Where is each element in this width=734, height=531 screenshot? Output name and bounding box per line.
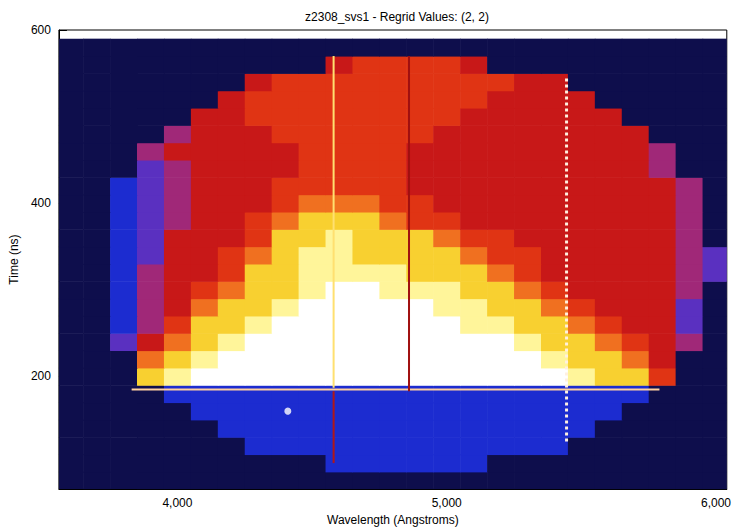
svg-text:4,000: 4,000 bbox=[162, 496, 192, 510]
svg-text:Time (ns): Time (ns) bbox=[7, 234, 21, 284]
svg-text:600: 600 bbox=[31, 23, 51, 37]
svg-text:z2308_svs1 - Regrid Values: (2: z2308_svs1 - Regrid Values: (2, 2) bbox=[305, 10, 489, 24]
svg-text:6,000: 6,000 bbox=[701, 496, 731, 510]
svg-text:Wavelength (Angstroms): Wavelength (Angstroms) bbox=[327, 513, 459, 527]
svg-text:400: 400 bbox=[31, 196, 51, 210]
svg-text:200: 200 bbox=[31, 369, 51, 383]
svg-text:5,000: 5,000 bbox=[432, 496, 462, 510]
